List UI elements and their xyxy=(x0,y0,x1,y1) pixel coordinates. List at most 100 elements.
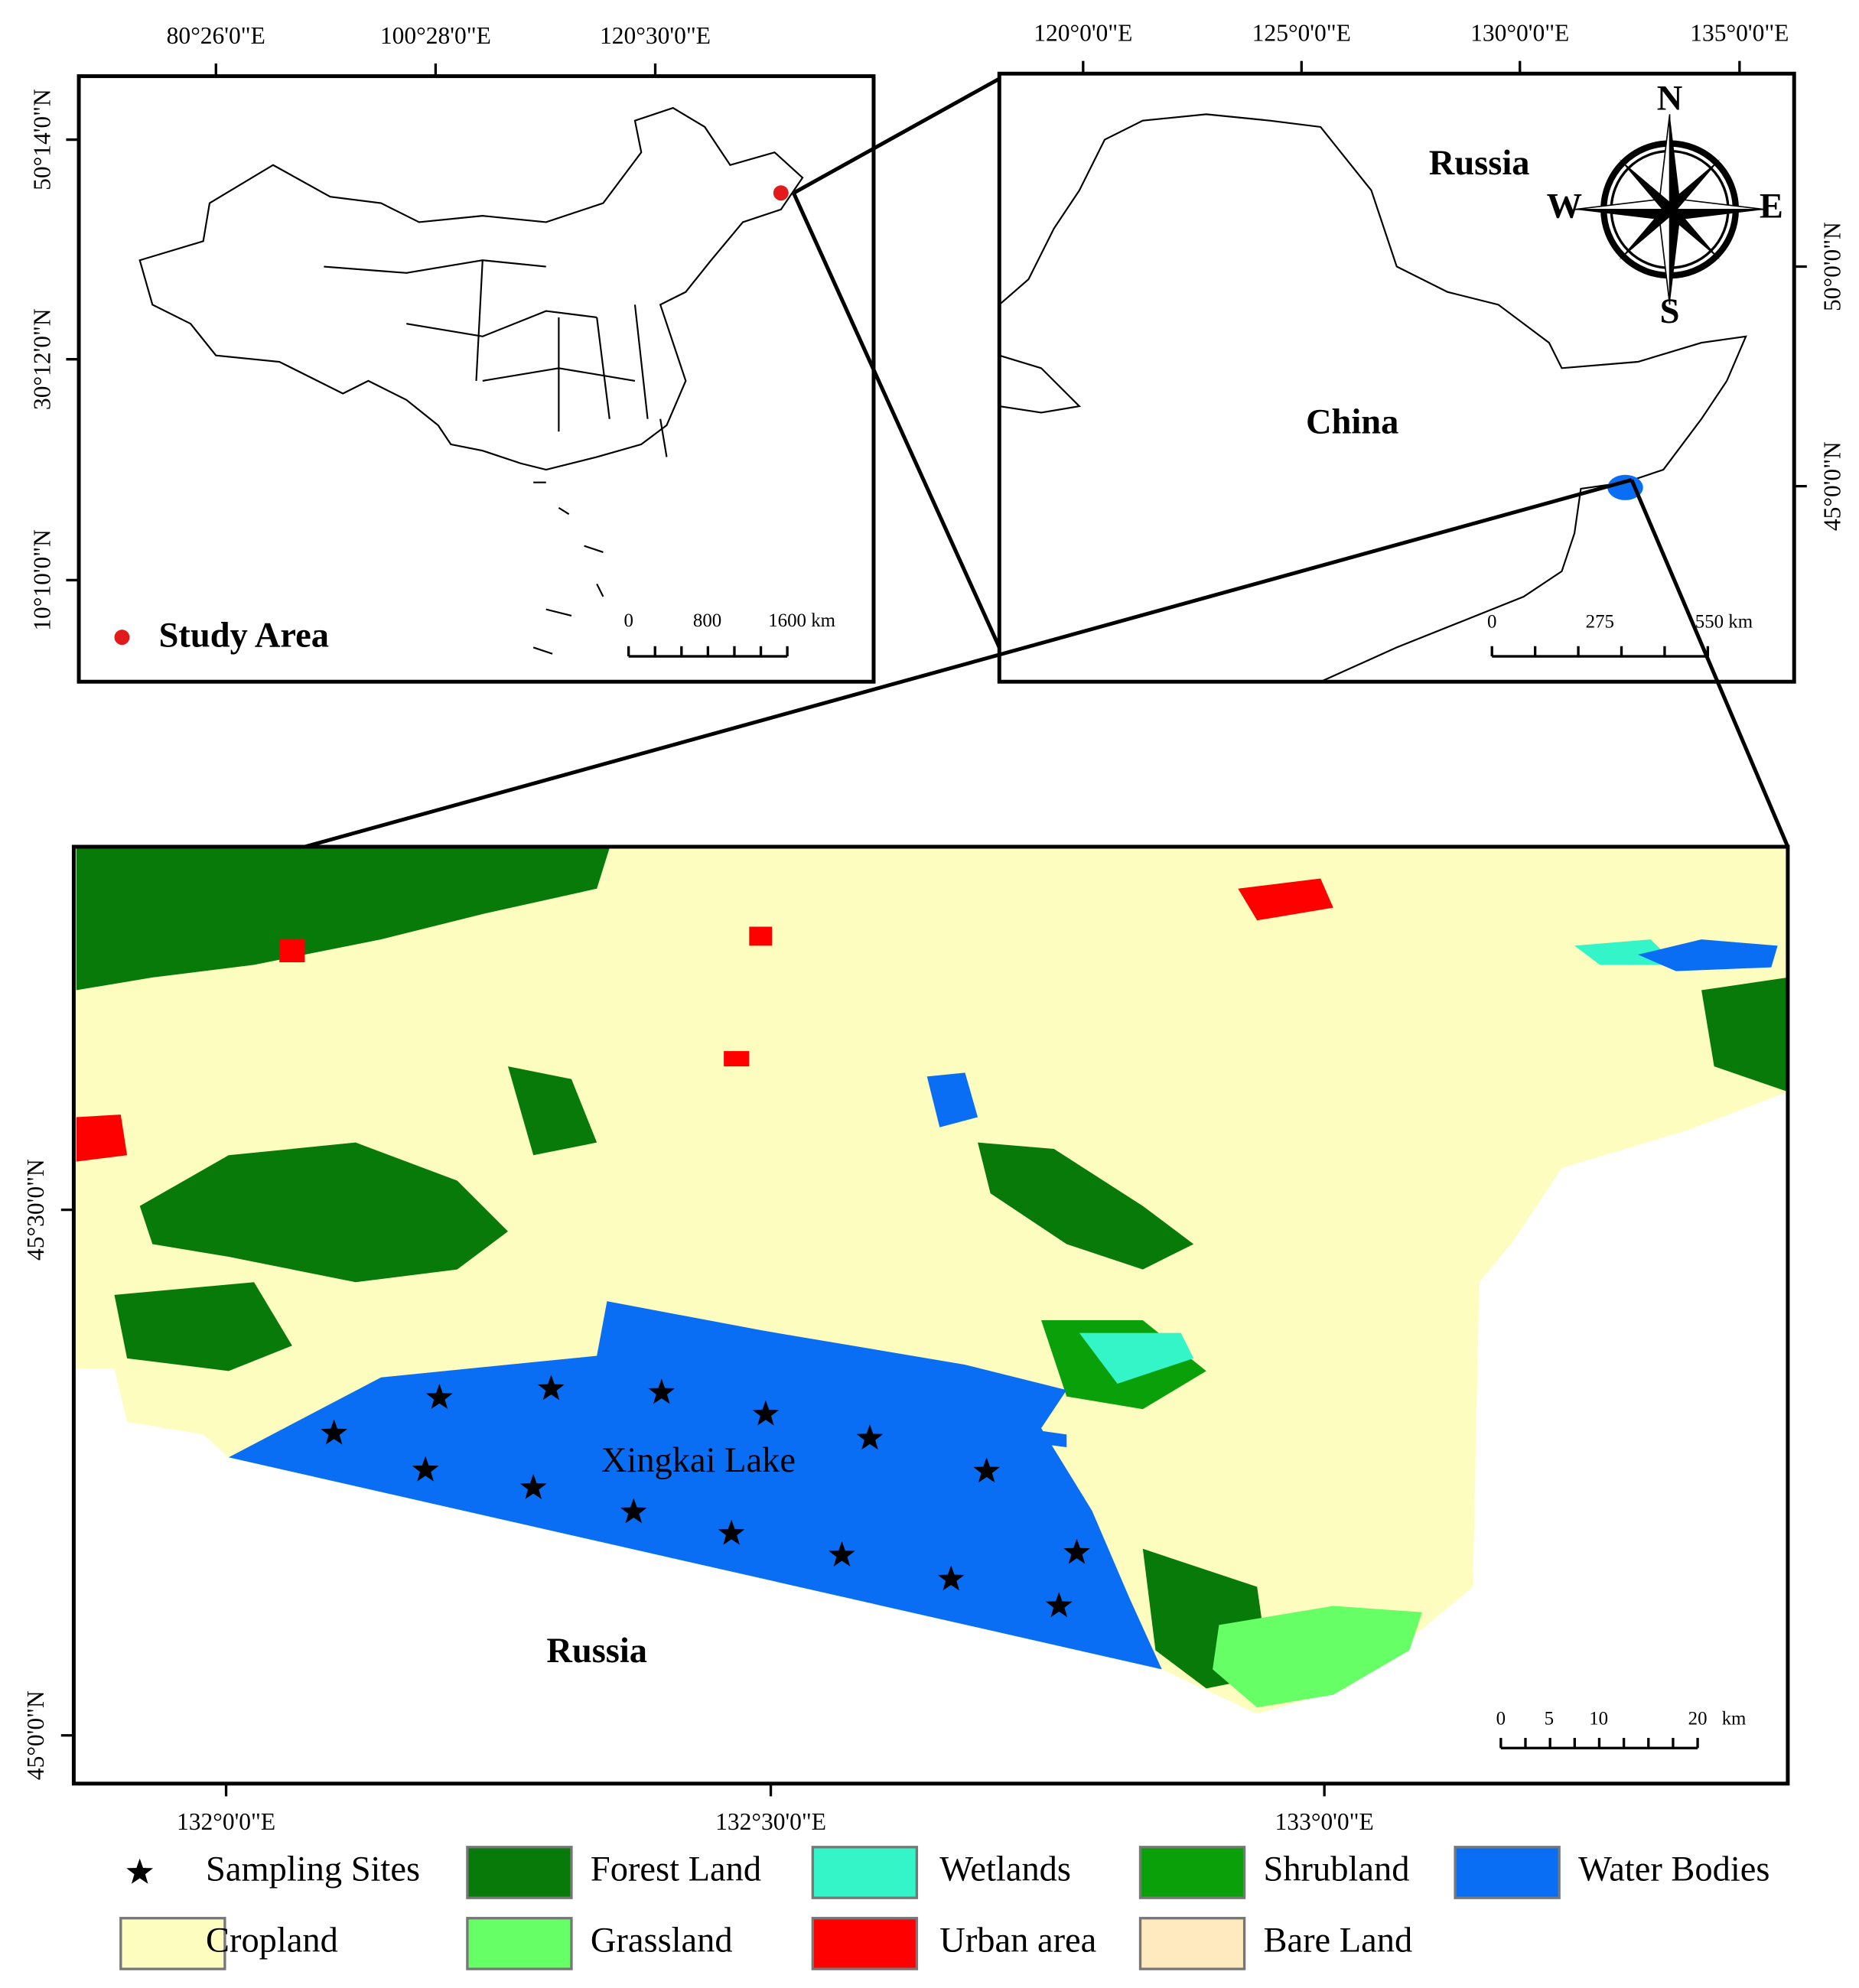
text-label: Russia xyxy=(1429,144,1530,183)
text-label: 132°0'0"E xyxy=(177,1808,275,1835)
text-label: 1600 km xyxy=(768,610,835,631)
text-label: 45°0'0"N xyxy=(1819,441,1846,531)
text-label: 120°0'0"E xyxy=(1034,20,1132,47)
text-label: 0 xyxy=(1496,1709,1506,1729)
text-label: 20 xyxy=(1688,1709,1708,1729)
connector xyxy=(793,76,1001,195)
text-label: E xyxy=(1760,187,1783,226)
overview-map xyxy=(77,74,876,684)
compass xyxy=(1574,114,1766,305)
sampling-site xyxy=(519,1473,547,1499)
text-label: Russia xyxy=(546,1632,647,1671)
text-label: 10 xyxy=(1589,1709,1608,1729)
legend-swatch xyxy=(1138,1917,1246,1970)
text-label: 0 xyxy=(1487,612,1496,633)
text-label: Grassland xyxy=(591,1921,733,1960)
land-cover-patch xyxy=(507,1066,597,1156)
land-cover-patch xyxy=(1238,878,1333,921)
text-label: Cropland xyxy=(206,1921,338,1960)
text-label: 45°30'0"N xyxy=(22,1159,49,1261)
sampling-site xyxy=(752,1400,780,1426)
inset-map xyxy=(997,71,1796,684)
sampling-site xyxy=(829,1541,855,1567)
text-label: 30°12'0"N xyxy=(28,308,55,410)
land-cover-patch xyxy=(749,926,773,946)
text-label: Study Area xyxy=(159,616,329,655)
text-label: 0 xyxy=(623,610,633,631)
legend-swatch xyxy=(811,1846,919,1899)
text-label: 45°0'0"N xyxy=(22,1690,49,1780)
inset-frame xyxy=(997,71,1796,684)
text-label: Shrubland xyxy=(1263,1850,1409,1889)
text-label: 10°10'0"N xyxy=(28,529,55,631)
overview-frame xyxy=(77,74,876,684)
text-label: Forest Land xyxy=(591,1850,761,1889)
text-label: N xyxy=(1657,79,1683,118)
text-label: Bare Land xyxy=(1263,1921,1412,1960)
river-channel xyxy=(609,1371,1067,1447)
land-cover-patch xyxy=(1638,939,1778,971)
legend-swatch xyxy=(1454,1846,1561,1899)
sampling-site xyxy=(1063,1538,1090,1564)
sampling-site xyxy=(937,1565,965,1591)
text-label: 550 km xyxy=(1695,612,1753,633)
land-cover-patch xyxy=(978,1142,1194,1270)
legend-swatch xyxy=(466,1917,573,1970)
water-body xyxy=(228,1301,1162,1670)
land-cover-patch xyxy=(1701,977,1788,1092)
text-label: 275 xyxy=(1586,612,1614,633)
legend-swatch xyxy=(811,1917,919,1970)
land-cover-patch xyxy=(279,939,305,963)
connector xyxy=(1629,479,1790,848)
sampling-site xyxy=(538,1375,565,1401)
text-label: 130°0'0"E xyxy=(1470,20,1569,47)
connector xyxy=(792,192,1001,649)
main-map xyxy=(73,848,1788,1714)
text-label: W xyxy=(1547,187,1582,226)
sampling-site xyxy=(1045,1592,1073,1618)
sampling-site xyxy=(648,1378,676,1404)
islands xyxy=(532,418,668,655)
text-label: 133°0'0"E xyxy=(1275,1808,1374,1835)
land-cover-patch xyxy=(139,1142,508,1283)
country-border xyxy=(998,113,1747,683)
sampling-site xyxy=(856,1424,884,1450)
main-frame xyxy=(71,844,1790,1786)
text-label: km xyxy=(1722,1709,1747,1729)
sampling-site xyxy=(321,1419,348,1445)
connector xyxy=(304,477,1633,849)
text-label: 50°0'0"N xyxy=(1819,222,1846,311)
legend-dot xyxy=(114,630,130,646)
sampling-site xyxy=(718,1519,745,1545)
text-label: S xyxy=(1660,292,1680,331)
sampling-site xyxy=(412,1456,439,1482)
legend-symbol xyxy=(126,1858,154,1884)
sampling-site xyxy=(425,1384,453,1410)
china-outline xyxy=(138,106,804,471)
text-label: 5 xyxy=(1545,1709,1554,1729)
text-label: Wetlands xyxy=(939,1850,1071,1889)
text-label: China xyxy=(1306,403,1398,442)
text-label: 50°14'0"N xyxy=(28,89,55,190)
text-label: 120°30'0"E xyxy=(600,22,711,49)
text-label: 80°26'0"E xyxy=(167,22,265,49)
text-label: 125°0'0"E xyxy=(1252,20,1351,47)
province-lines xyxy=(324,259,649,432)
study-area-dot xyxy=(773,185,789,201)
text-label: 132°30'0"E xyxy=(715,1808,826,1835)
sampling-site xyxy=(620,1498,647,1524)
text-label: 800 xyxy=(693,610,721,631)
legend-swatch xyxy=(119,1917,226,1970)
text-label: Urban area xyxy=(939,1921,1096,1960)
sampling-site xyxy=(973,1457,1001,1483)
land-cover-patch xyxy=(76,848,610,991)
land-cover-patch xyxy=(114,1282,292,1371)
legend-swatch xyxy=(1138,1846,1246,1899)
legend-swatch xyxy=(466,1846,573,1899)
text-label: Water Bodies xyxy=(1578,1850,1769,1889)
land-cover-patch xyxy=(76,1114,128,1162)
land-cover-patch xyxy=(926,1072,978,1127)
mongolia-border xyxy=(998,354,1082,414)
land-cover-patch xyxy=(724,1051,750,1067)
